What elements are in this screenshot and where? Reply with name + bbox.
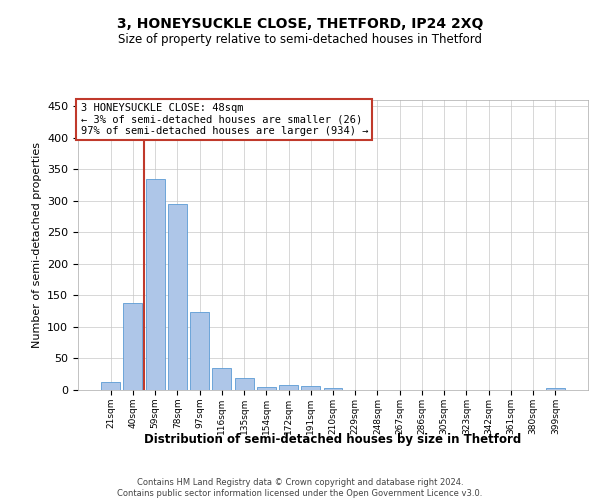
Text: 3, HONEYSUCKLE CLOSE, THETFORD, IP24 2XQ: 3, HONEYSUCKLE CLOSE, THETFORD, IP24 2XQ [117,18,483,32]
Bar [257,387,276,390]
Y-axis label: Number of semi-detached properties: Number of semi-detached properties [32,142,41,348]
Bar [101,382,120,390]
Bar [146,179,164,390]
Bar [212,368,231,390]
Bar [235,378,254,390]
Text: Size of property relative to semi-detached houses in Thetford: Size of property relative to semi-detach… [118,32,482,46]
Text: Contains HM Land Registry data © Crown copyright and database right 2024.
Contai: Contains HM Land Registry data © Crown c… [118,478,482,498]
Bar [279,385,298,390]
Text: 3 HONEYSUCKLE CLOSE: 48sqm
← 3% of semi-detached houses are smaller (26)
97% of : 3 HONEYSUCKLE CLOSE: 48sqm ← 3% of semi-… [80,103,368,136]
Bar [301,386,320,390]
Bar [124,303,142,390]
Bar [168,204,187,390]
Text: Distribution of semi-detached houses by size in Thetford: Distribution of semi-detached houses by … [145,432,521,446]
Bar [323,388,343,390]
Bar [546,388,565,390]
Bar [190,312,209,390]
